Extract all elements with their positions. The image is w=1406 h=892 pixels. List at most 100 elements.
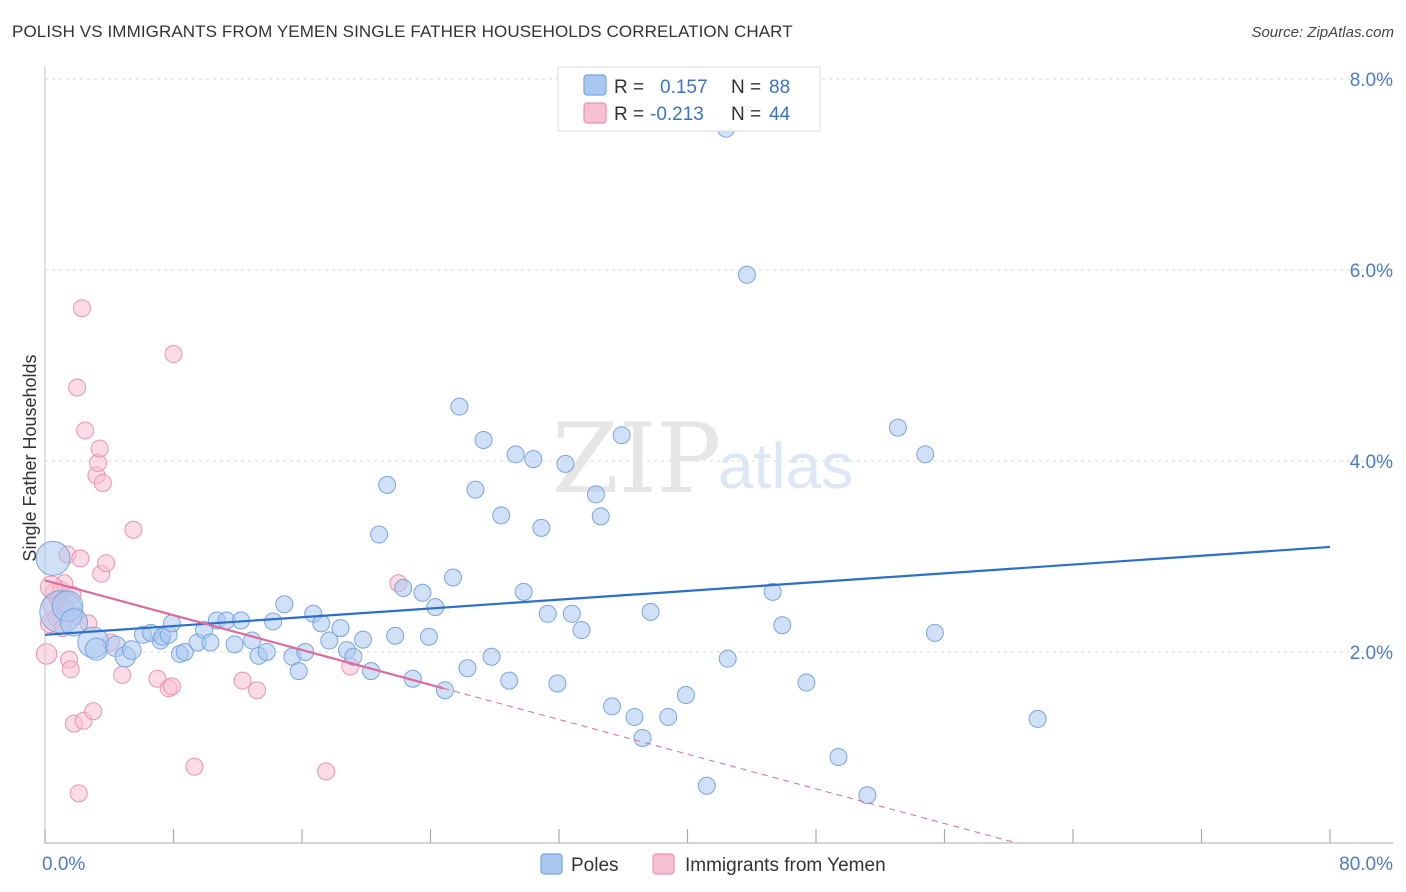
poles-point xyxy=(858,786,877,805)
legend-poles-n-label: N = xyxy=(731,77,761,98)
poles-point xyxy=(482,647,501,666)
y-tick-label-3: 8.0% xyxy=(1350,70,1393,91)
watermark-zip: ZIP xyxy=(552,403,721,515)
yemen-point xyxy=(164,345,183,364)
poles-point xyxy=(121,640,142,660)
x-tick-label-min: 0.0% xyxy=(42,854,85,875)
poles-point xyxy=(370,525,389,544)
y-tick-label-0: 2.0% xyxy=(1350,643,1393,664)
yemen-trend-extension xyxy=(443,687,1017,844)
trend-lines xyxy=(44,545,1331,844)
yemen-point xyxy=(97,554,116,573)
poles-point xyxy=(394,579,413,598)
poles-point xyxy=(773,616,792,635)
poles-point xyxy=(378,475,397,494)
poles-point xyxy=(500,671,519,690)
legend-bottom-poles-label: Poles xyxy=(571,855,619,876)
yemen-point xyxy=(61,660,80,679)
legend-poles-swatch xyxy=(583,74,607,96)
legend-poles-r-value: 0.157 xyxy=(660,77,708,98)
tick-labels: 2.0% 4.0% 6.0% 8.0% 0.0% 80.0% xyxy=(42,70,1393,875)
legend-yemen-r-value: -0.213 xyxy=(650,104,704,125)
poles-point xyxy=(386,626,405,645)
poles-point xyxy=(612,426,631,445)
poles-trend-line xyxy=(44,545,1331,636)
poles-point xyxy=(659,707,678,726)
yemen-point xyxy=(84,702,103,721)
poles-point xyxy=(586,485,605,504)
yemen-point xyxy=(248,681,267,700)
poles-point xyxy=(458,659,477,678)
poles-point xyxy=(737,265,756,284)
poles-point xyxy=(435,681,454,700)
yemen-point xyxy=(68,378,87,397)
legend-top: R = 0.157 N = 88 R = -0.213 N = 44 xyxy=(557,66,821,132)
poles-point xyxy=(538,604,557,623)
grid xyxy=(45,78,1393,653)
poles-point xyxy=(718,649,737,668)
poles-point xyxy=(603,697,622,716)
poles-point xyxy=(506,445,525,464)
poles-point xyxy=(35,540,71,576)
poles-point xyxy=(548,674,567,693)
poles-point xyxy=(443,568,462,587)
poles-point xyxy=(641,602,660,621)
legend-yemen-r-label: R = xyxy=(614,104,644,125)
legend-yemen-swatch xyxy=(583,102,607,124)
poles-point xyxy=(466,480,485,499)
chart-title: POLISH VS IMMIGRANTS FROM YEMEN SINGLE F… xyxy=(12,22,793,41)
legend-poles-n-value: 88 xyxy=(769,77,790,98)
poles-point xyxy=(697,776,716,795)
poles-point xyxy=(514,582,533,601)
x-tick-label-max: 80.0% xyxy=(1339,854,1393,875)
poles-point xyxy=(344,647,363,666)
legend-poles-r-label: R = xyxy=(614,77,644,98)
poles-point xyxy=(492,506,511,525)
yemen-point xyxy=(317,762,336,781)
yemen-point xyxy=(76,421,95,440)
y-axis-title: Single Father Households xyxy=(20,354,40,561)
poles-point xyxy=(354,630,373,649)
y-tick-label-2: 6.0% xyxy=(1350,261,1393,282)
yemen-point xyxy=(72,299,91,318)
poles-point xyxy=(591,507,610,526)
poles-point xyxy=(225,635,244,654)
yemen-series xyxy=(35,299,408,803)
watermark-atlas: atlas xyxy=(718,430,853,502)
poles-point xyxy=(201,633,220,652)
poles-point xyxy=(556,454,575,473)
poles-point xyxy=(524,450,543,469)
poles-point xyxy=(257,643,276,661)
poles-point xyxy=(474,430,493,449)
yemen-point xyxy=(113,665,132,684)
watermark: ZIP atlas xyxy=(552,403,853,515)
poles-point xyxy=(331,619,350,638)
poles-point xyxy=(275,595,294,614)
y-tick-label-1: 4.0% xyxy=(1350,452,1393,473)
poles-point xyxy=(797,673,816,692)
yemen-point xyxy=(185,757,204,776)
poles-point xyxy=(450,397,469,416)
legend-yemen-n-value: 44 xyxy=(769,104,791,125)
poles-point xyxy=(264,612,283,631)
legend-bottom-yemen-swatch xyxy=(652,853,675,875)
legend-bottom-poles-swatch xyxy=(540,853,563,875)
legend-bottom: Poles Immigrants from Yemen xyxy=(540,853,886,876)
poles-point xyxy=(289,662,308,681)
poles-point xyxy=(84,637,108,661)
poles-point xyxy=(633,728,652,747)
yemen-trend-line xyxy=(44,579,444,690)
poles-point xyxy=(829,748,848,767)
poles-series xyxy=(35,119,1047,805)
yemen-point xyxy=(233,671,252,690)
poles-point xyxy=(320,631,339,650)
legend-yemen-n-label: N = xyxy=(731,104,761,125)
poles-point xyxy=(175,643,194,661)
poles-point xyxy=(676,685,695,704)
yemen-point xyxy=(71,549,90,568)
poles-point xyxy=(532,518,551,537)
chart-source: Source: ZipAtlas.com xyxy=(1251,24,1394,41)
yemen-point xyxy=(162,677,181,696)
poles-point xyxy=(572,621,591,640)
